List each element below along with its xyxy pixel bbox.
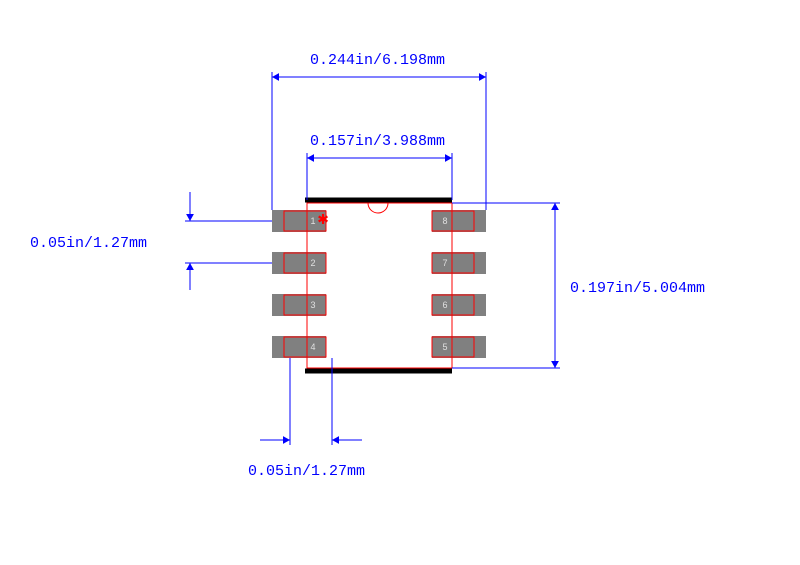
pin-number: 5 bbox=[440, 342, 450, 352]
pin-number: 7 bbox=[440, 258, 450, 268]
pin-number: 3 bbox=[308, 300, 318, 310]
svg-text:✱: ✱ bbox=[318, 210, 329, 230]
pin-number: 4 bbox=[308, 342, 318, 352]
pin-number: 1 bbox=[308, 216, 318, 226]
dim-body-height: 0.197in/5.004mm bbox=[570, 280, 705, 297]
dim-pin-pitch-h: 0.05in/1.27mm bbox=[248, 463, 365, 480]
dim-overall-width: 0.244in/6.198mm bbox=[310, 52, 445, 69]
dim-body-width: 0.157in/3.988mm bbox=[310, 133, 445, 150]
pin-number: 8 bbox=[440, 216, 450, 226]
dim-pin-pitch-v: 0.05in/1.27mm bbox=[30, 235, 147, 252]
pin-number: 6 bbox=[440, 300, 450, 310]
pin-number: 2 bbox=[308, 258, 318, 268]
